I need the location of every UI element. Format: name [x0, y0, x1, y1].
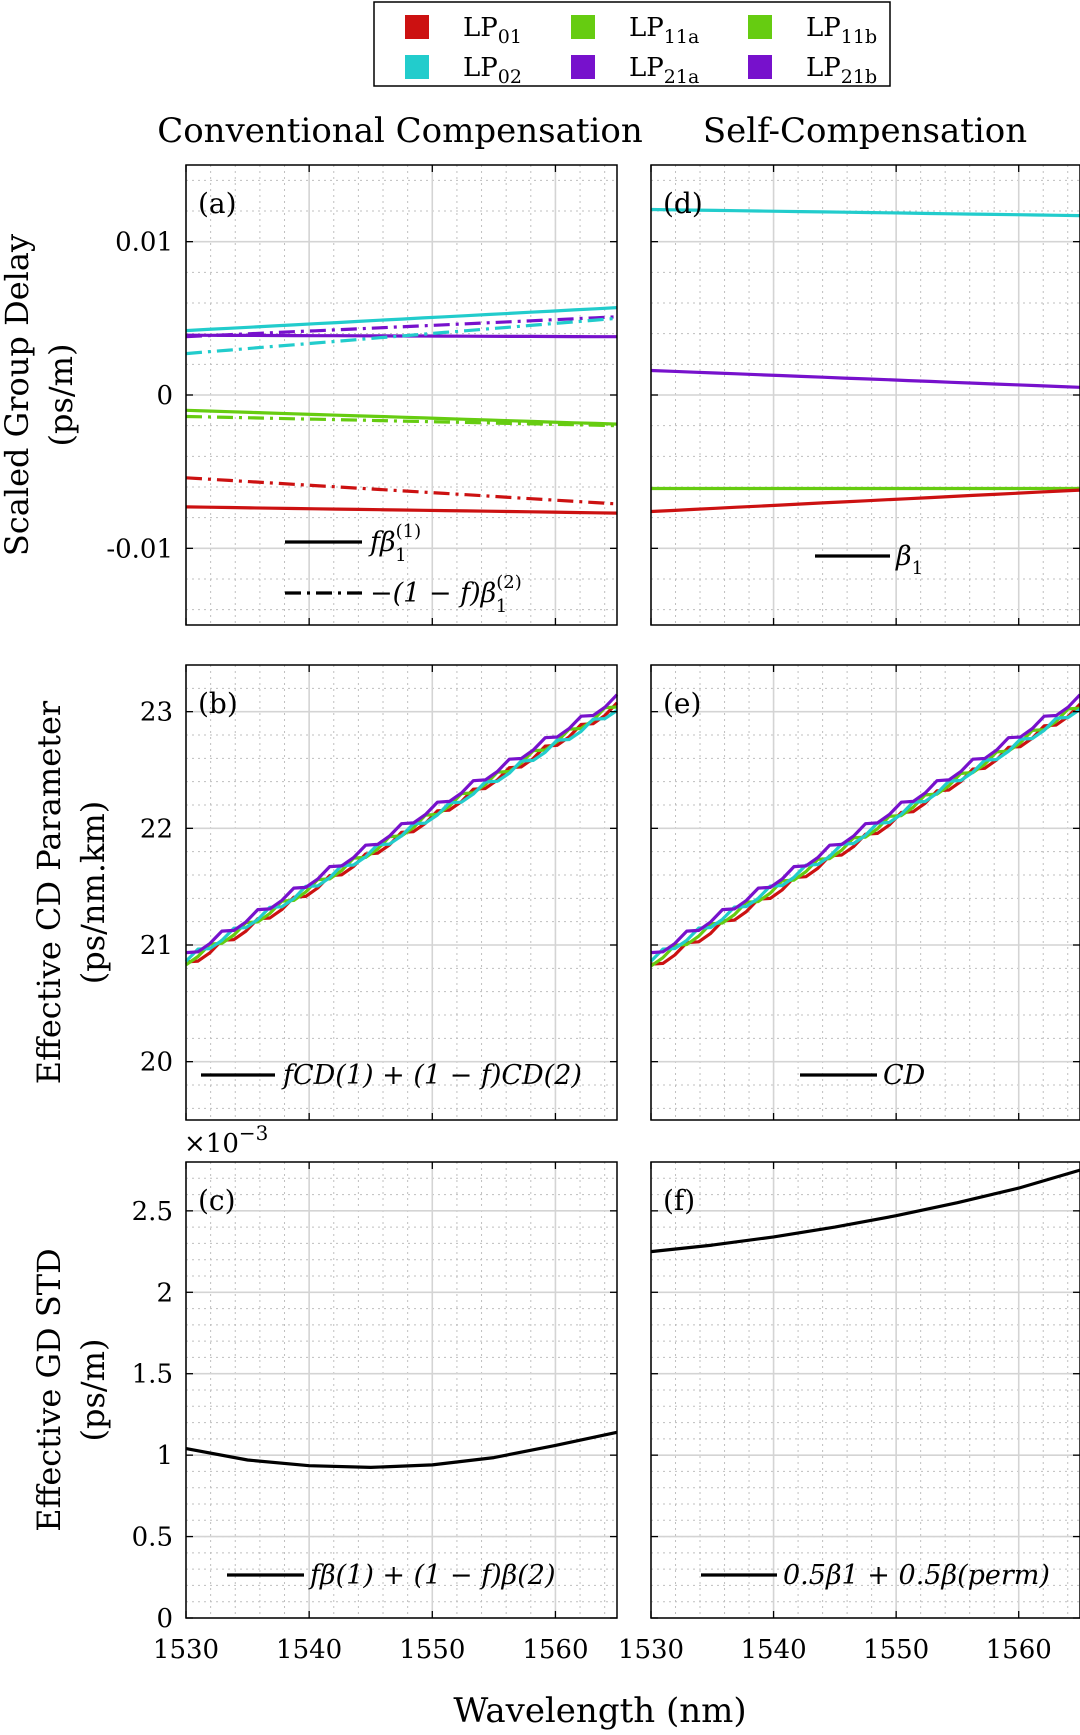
panel-e: (e) CD	[649, 664, 1080, 1121]
x-tick-label: 1530	[153, 1635, 219, 1665]
panel-legend-text: fCD(1) + (1 − f)CD(2)	[281, 1060, 582, 1091]
panel-legend-text: 0.5β1 + 0.5β(perm)	[783, 1560, 1050, 1591]
series-line-LP21	[650, 368, 1080, 389]
y-tick-label: 0	[156, 381, 173, 411]
x-axis-label: Wavelength (nm)	[453, 1691, 746, 1731]
y-exponent-label: ×10−3	[184, 1121, 268, 1159]
x-tick-label: 1550	[399, 1635, 465, 1665]
legend-label-11b: LP11b	[806, 13, 877, 48]
y-tick-label: 20	[140, 1048, 173, 1078]
y-tick-label: 23	[140, 698, 173, 728]
y-tick-label: 21	[140, 931, 173, 961]
x-tick-label: 1540	[276, 1635, 342, 1665]
panel-legend-text: fβ(1) 1	[368, 521, 421, 566]
panel-legend-text: β1	[895, 541, 923, 579]
panel-c: 0 0.5 1 1.5 2 2.5 1530 1540 1550 1560 (c) Effective…	[30, 1121, 618, 1665]
x-tick-label: 1530	[618, 1635, 684, 1665]
series-line-LP21a	[185, 693, 619, 955]
y-tick-label: 2.5	[132, 1197, 173, 1227]
legend-label-21a: LP21a	[629, 53, 699, 88]
axes-box	[650, 664, 1080, 1121]
y-axis-unit-a: (ps/m)	[42, 344, 80, 447]
legend-swatch-21a	[571, 55, 595, 79]
y-tick-label: -0.01	[106, 534, 173, 564]
legend-label-21b: LP21b	[806, 53, 877, 88]
legend-swatch-01	[405, 15, 429, 39]
x-tick-label: 1560	[986, 1635, 1052, 1665]
series-line-LP02	[650, 207, 1080, 218]
left-column-title: Conventional Compensation	[157, 111, 643, 151]
panel-b: 20 21 22 23 (b) Effective CD Parameter (ps/nm.…	[30, 664, 619, 1121]
panel-legend-text: CD	[883, 1060, 926, 1091]
series-line-LP02	[185, 316, 618, 356]
series-line-LP21a	[185, 333, 617, 339]
legend-swatch-21b	[748, 55, 772, 79]
legend: LP01 LP11a LP11b LP02 LP21a LP21b	[373, 1, 891, 88]
panel-legend-text: fβ(1) + (1 − f)β(2)	[308, 1560, 556, 1591]
panel-legend-text: −(1 − f)β(2) 1	[370, 572, 522, 617]
x-tick-label: 1560	[522, 1635, 588, 1665]
panel-label-b: (b)	[198, 687, 238, 720]
series-line-GD STD	[650, 1168, 1080, 1254]
y-axis-label-b: Effective CD Parameter	[30, 700, 68, 1084]
series-line-LP21b	[185, 315, 618, 339]
panel-f: 1530 1540 1550 1560 (f) 0.5β1 + 0.5β(perm)	[618, 1161, 1080, 1665]
right-column-title: Self-Compensation	[703, 111, 1027, 151]
y-axis-unit-b: (ps/nm.km)	[74, 801, 112, 985]
y-tick-label: 0.01	[115, 228, 173, 258]
y-axis-unit-c: (ps/m)	[74, 1339, 112, 1442]
y-tick-label: 2	[156, 1278, 173, 1308]
y-axis-label-c: Effective GD STD	[30, 1248, 68, 1532]
y-tick-label: 0.5	[132, 1523, 173, 1553]
series-line-LP11b	[185, 414, 618, 428]
panel-label-d: (d)	[663, 187, 703, 220]
axes-box	[185, 1161, 618, 1619]
series-line-LP21a	[650, 693, 1080, 955]
legend-label-02: LP02	[463, 53, 522, 88]
panel-label-a: (a)	[198, 187, 237, 220]
series-line-LP02	[649, 707, 1080, 963]
series-line-LP01	[185, 476, 618, 506]
x-tick-label: 1540	[740, 1635, 806, 1665]
axes-box	[185, 664, 618, 1121]
axes-box	[650, 1161, 1080, 1619]
legend-label-11a: LP11a	[629, 13, 699, 48]
y-tick-label: 0	[156, 1604, 173, 1634]
x-tick-label: 1550	[863, 1635, 929, 1665]
panel-label-c: (c)	[198, 1184, 236, 1217]
panel-a: -0.01 0 0.01 (a) Scaled Group Delay (ps/m) fβ(…	[0, 164, 618, 626]
panel-d: (d) β1	[650, 164, 1080, 626]
panel-label-f: (f)	[663, 1184, 695, 1217]
series-line-GD STD	[185, 1430, 618, 1469]
series-line-LP01	[185, 505, 618, 515]
legend-swatch-11a	[571, 15, 595, 39]
series-line-LP02	[184, 709, 618, 963]
series-line-LP01	[650, 488, 1080, 514]
legend-swatch-11b	[748, 15, 772, 39]
y-tick-label: 1	[156, 1441, 173, 1471]
series-line-LP02	[185, 306, 618, 333]
y-axis-label-a: Scaled Group Delay	[0, 234, 36, 556]
series-line-LP11a	[185, 408, 618, 426]
y-tick-label: 22	[140, 814, 173, 844]
y-tick-label: 1.5	[132, 1360, 173, 1390]
legend-swatch-02	[405, 55, 429, 79]
legend-label-01: LP01	[463, 13, 522, 48]
panel-label-e: (e)	[663, 687, 701, 720]
